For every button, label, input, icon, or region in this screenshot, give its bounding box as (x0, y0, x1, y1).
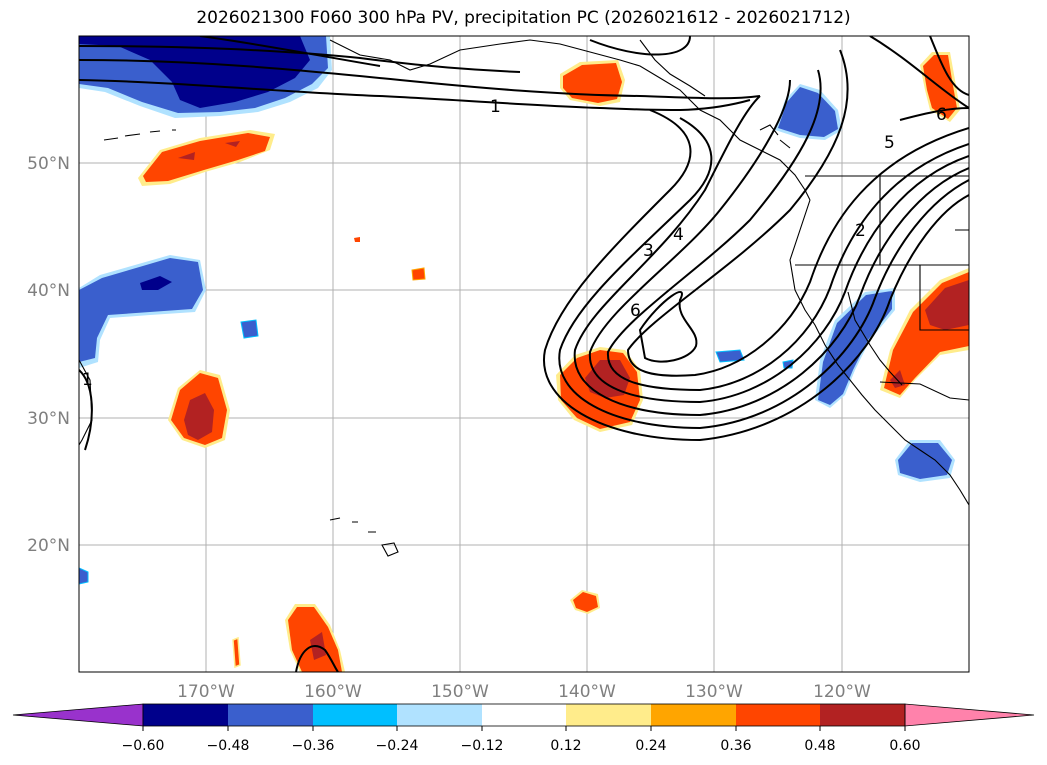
precip-pos-dot-1 (411, 267, 426, 281)
precip-neg-area-california (815, 288, 895, 408)
pv-contours (79, 36, 969, 672)
lon-label-150w: 150°W (431, 682, 489, 702)
colorbar-segment-1 (143, 704, 228, 726)
pv-contour-trough-5 (606, 69, 969, 392)
precip-pos-thin-streak (232, 636, 241, 669)
contour-label-1-west: 1 (82, 370, 93, 390)
colorbar-segment-5 (482, 704, 566, 726)
lon-label-140w: 140°W (558, 682, 616, 702)
colorbar-label-4: −0.24 (376, 738, 419, 754)
coastline-alaska (329, 39, 811, 201)
precip-pos-area-140w-south (570, 590, 600, 614)
contour-label-6-center: 6 (630, 301, 641, 321)
latitude-labels: 50°N 40°N 30°N 20°N (27, 154, 70, 556)
pv-contour-trough-2 (558, 117, 969, 430)
lat-label-30n: 30°N (27, 409, 70, 429)
colorbar-frame (142, 703, 906, 727)
pv-contour-inner-6 (638, 291, 698, 363)
colorbar-label-3: −0.36 (292, 738, 335, 754)
coastline-west-coast (789, 199, 969, 506)
precip-pos-dot-2 (354, 237, 360, 242)
colorbar-label-5: −0.12 (461, 738, 504, 754)
colorbar-label-2: −0.48 (207, 738, 250, 754)
precip-pos-area-165w (138, 130, 275, 186)
coastline-bc-islands (759, 124, 791, 149)
contour-label-1-north: 1 (490, 97, 501, 117)
map-frame (78, 35, 970, 673)
coastlines (79, 39, 969, 557)
colorbar-label-9: 0.48 (804, 738, 835, 754)
state-lines (795, 176, 969, 331)
map-title: 2026021300 F060 300 hPa PV, precipitatio… (196, 8, 851, 28)
longitude-labels: 170°W 160°W 150°W 140°W 130°W 120°W (177, 682, 871, 702)
lon-label-170w: 170°W (177, 682, 235, 702)
hawaii-islands (329, 517, 399, 557)
contour-label-3: 3 (643, 241, 654, 261)
precip-neg-small-128w (715, 349, 745, 363)
contour-labels: 1 1 2 3 4 5 6 6 (82, 97, 947, 390)
precip-neg-edge-west (79, 567, 89, 585)
lon-label-160w: 160°W (304, 682, 362, 702)
map-panel: 1 1 2 3 4 5 6 6 (78, 35, 970, 673)
colorbar-segment-3 (313, 704, 397, 726)
precip-neg-area-west (79, 255, 206, 368)
colorbar-extend-low (12, 703, 144, 727)
pv-contour-east-2 (899, 107, 969, 121)
pv-contour-north-2 (79, 79, 751, 112)
pv-contour-west-edge (79, 369, 93, 451)
colorbar-segment-9 (820, 704, 905, 726)
pv-contour-ne-corner (929, 36, 969, 96)
pv-contour-trough-6 (626, 49, 969, 377)
contour-label-6-east: 6 (936, 105, 947, 125)
pv-contour-north-4 (199, 36, 381, 67)
aleutian-islands (103, 129, 176, 141)
colorbar-label-7: 0.24 (635, 738, 666, 754)
colorbar-extend-high (904, 703, 1035, 727)
coastline-baja (847, 291, 903, 386)
colorbar-segment-2 (228, 704, 313, 726)
contour-label-4: 4 (673, 225, 684, 245)
pv-contour-trough-3 (573, 95, 969, 417)
pv-contour-north-1 (79, 59, 761, 100)
border-us-mexico (879, 381, 969, 401)
lat-label-40n: 40°N (27, 281, 70, 301)
colorbar-segment-7 (651, 704, 736, 726)
precip-pos-area-170w (168, 370, 230, 448)
pv-contour-east-loop (869, 36, 969, 109)
colorbar-segment-4 (397, 704, 482, 726)
colorbar-label-8: 0.36 (720, 738, 751, 754)
colorbar-segment-8 (736, 704, 820, 726)
colorbar-label-10: 0.60 (889, 738, 920, 754)
lat-label-50n: 50°N (27, 154, 70, 174)
precip-neg-area-bc (775, 84, 842, 140)
pv-contour-south-loop (295, 645, 339, 672)
precip-neg-area-mexico (895, 440, 955, 482)
lat-label-20n: 20°N (27, 536, 70, 556)
precip-neg-area-northwest (79, 36, 332, 118)
colorbar-label-1: −0.60 (122, 738, 165, 754)
pv-contour-trough-4 (588, 79, 969, 404)
lon-label-130w: 130°W (685, 682, 743, 702)
precip-shading (79, 36, 969, 672)
precip-pos-area-baja (880, 268, 969, 398)
colorbar: −0.60 −0.48 −0.36 −0.24 −0.12 0.12 0.24 … (12, 703, 1035, 754)
contour-label-2: 2 (855, 221, 866, 241)
pv-contour-alaska-loop (589, 36, 691, 56)
pv-contour-north-3 (79, 45, 521, 73)
precip-neg-small-blob (240, 319, 259, 339)
pv-contour-trough-1 (542, 109, 969, 442)
colorbar-tick-labels: −0.60 −0.48 −0.36 −0.24 −0.12 0.12 0.24 … (122, 738, 921, 754)
coastline-alaska-2 (639, 39, 706, 97)
contour-label-5: 5 (884, 133, 895, 153)
colorbar-segment-6 (566, 704, 651, 726)
colorbar-ticks (142, 726, 906, 731)
colorbar-label-6: 0.12 (550, 738, 581, 754)
lon-label-120w: 120°W (813, 682, 871, 702)
